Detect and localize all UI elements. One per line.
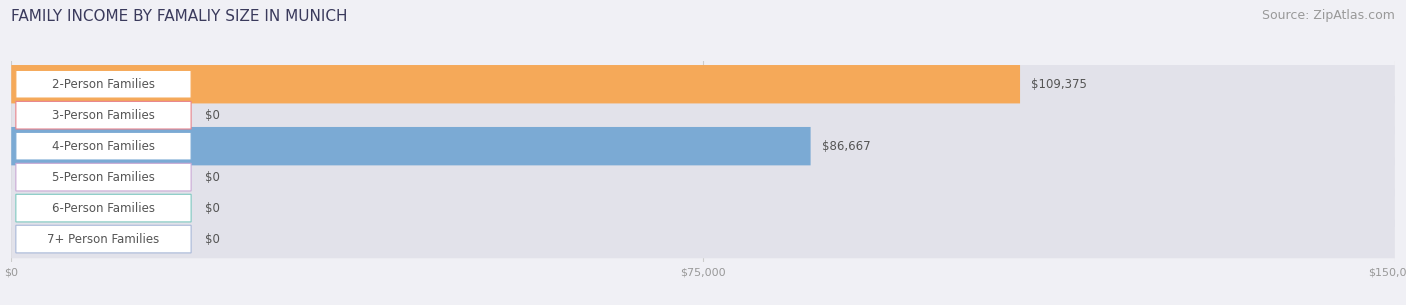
- Text: 5-Person Families: 5-Person Families: [52, 170, 155, 184]
- Text: Source: ZipAtlas.com: Source: ZipAtlas.com: [1261, 9, 1395, 22]
- Text: $0: $0: [205, 170, 219, 184]
- FancyBboxPatch shape: [11, 127, 811, 165]
- Text: 6-Person Families: 6-Person Families: [52, 202, 155, 215]
- FancyBboxPatch shape: [15, 163, 191, 191]
- FancyBboxPatch shape: [11, 65, 1395, 103]
- Text: 3-Person Families: 3-Person Families: [52, 109, 155, 122]
- FancyBboxPatch shape: [11, 220, 1395, 258]
- FancyBboxPatch shape: [15, 132, 191, 160]
- Text: 4-Person Families: 4-Person Families: [52, 140, 155, 153]
- FancyBboxPatch shape: [15, 70, 191, 98]
- FancyBboxPatch shape: [11, 189, 1395, 227]
- FancyBboxPatch shape: [11, 96, 1395, 135]
- Text: $0: $0: [205, 202, 219, 215]
- Text: $109,375: $109,375: [1031, 78, 1087, 91]
- Text: 2-Person Families: 2-Person Families: [52, 78, 155, 91]
- FancyBboxPatch shape: [11, 158, 1395, 196]
- Text: $0: $0: [205, 109, 219, 122]
- Text: FAMILY INCOME BY FAMALIY SIZE IN MUNICH: FAMILY INCOME BY FAMALIY SIZE IN MUNICH: [11, 9, 347, 24]
- FancyBboxPatch shape: [15, 194, 191, 222]
- FancyBboxPatch shape: [15, 225, 191, 253]
- FancyBboxPatch shape: [11, 127, 1395, 165]
- FancyBboxPatch shape: [15, 101, 191, 129]
- Text: $86,667: $86,667: [821, 140, 870, 153]
- FancyBboxPatch shape: [11, 65, 1021, 103]
- Text: $0: $0: [205, 233, 219, 246]
- Text: 7+ Person Families: 7+ Person Families: [48, 233, 160, 246]
